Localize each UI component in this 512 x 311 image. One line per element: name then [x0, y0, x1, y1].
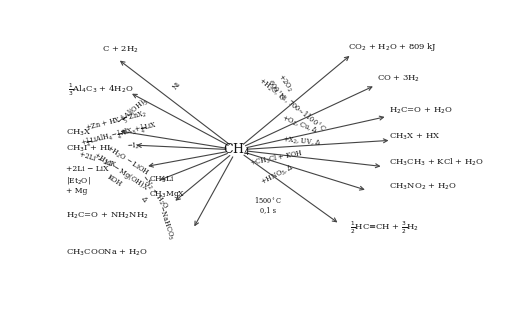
Text: CH$_3$MgX: CH$_3$MgX	[150, 189, 186, 200]
Text: $-\frac{4}{3}$Al(OH)$_3$: $-\frac{4}{3}$Al(OH)$_3$	[115, 95, 152, 130]
Text: $\frac{1}{2}$HC≡CH + $\frac{3}{2}$H$_2$: $\frac{1}{2}$HC≡CH + $\frac{3}{2}$H$_2$	[350, 220, 419, 236]
Text: C + 2H$_2$: C + 2H$_2$	[102, 44, 138, 54]
Text: +2O$_2$
600$^\circ$C: +2O$_2$ 600$^\circ$C	[265, 70, 296, 102]
Text: +2Li − LiX
|Et$_2$O|
+ Mg: +2Li − LiX |Et$_2$O| + Mg	[66, 165, 109, 195]
Text: +2Li − LiX: +2Li − LiX	[79, 151, 117, 169]
Text: 1500$^\circ$C
0,1 s: 1500$^\circ$C 0,1 s	[254, 195, 283, 215]
Text: CO + 3H$_2$: CO + 3H$_2$	[377, 74, 420, 85]
Text: +HNO$_3$, $\Delta$: +HNO$_3$, $\Delta$	[260, 162, 297, 188]
Text: +CH$_3$Cl + KOH: +CH$_3$Cl + KOH	[248, 147, 304, 169]
Text: CH$_3$NO$_2$ + H$_2$O: CH$_3$NO$_2$ + H$_2$O	[389, 182, 458, 192]
Text: +H$_2$O, Ni, 700∼1100$^\circ$C: +H$_2$O, Ni, 700∼1100$^\circ$C	[256, 76, 328, 136]
Text: $-$N$_2$ − H$_2$O
$\Delta$: $-$N$_2$ − H$_2$O $\Delta$	[129, 173, 169, 218]
Text: $-$NaHCO$_3$: $-$NaHCO$_3$	[155, 204, 176, 242]
Text: $-$I$_2$: $-$I$_2$	[127, 141, 140, 152]
Text: CH$_3$I + HI: CH$_3$I + HI	[66, 143, 112, 154]
Text: CH$_3$X + HX: CH$_3$X + HX	[389, 132, 441, 142]
Text: CH$_3$X: CH$_3$X	[66, 128, 92, 138]
Text: CO$_2$ + H$_2$O + 809 kJ: CO$_2$ + H$_2$O + 809 kJ	[348, 41, 437, 53]
Text: +X$_2$, UV, $\Delta$: +X$_2$, UV, $\Delta$	[282, 135, 322, 149]
Text: Ni: Ni	[172, 80, 183, 91]
Text: $\frac{1}{3}$Al$_4$C$_3$ + 4H$_2$O: $\frac{1}{3}$Al$_4$C$_3$ + 4H$_2$O	[68, 82, 134, 98]
Text: +O$_2$, Cu, $\Delta$: +O$_2$, Cu, $\Delta$	[281, 113, 320, 137]
Text: CH$_3$Li: CH$_3$Li	[150, 174, 175, 185]
Text: +H$_2$O − LiOH
+H$_2$O − Mg(OH)X
KOH: +H$_2$O − LiOH +H$_2$O − Mg(OH)X KOH	[86, 139, 157, 202]
Text: +Zn + HX − ZnX$_2$
+$\frac{1}{4}$LiAlH$_4$−$\frac{1}{4}$AlX$_3$+$\frac{1}{4}$LiX: +Zn + HX − ZnX$_2$ +$\frac{1}{4}$LiAlH$_…	[76, 107, 159, 152]
Text: CH$_3$CH$_3$ + KCl + H$_2$O: CH$_3$CH$_3$ + KCl + H$_2$O	[389, 156, 485, 168]
Text: CH$_4$: CH$_4$	[223, 142, 250, 158]
Text: H$_2$C=O + H$_2$O: H$_2$C=O + H$_2$O	[389, 105, 453, 116]
Text: H$_2$C=O + NH$_2$NH$_2$: H$_2$C=O + NH$_2$NH$_2$	[66, 211, 148, 221]
Text: CH$_3$COONa + H$_2$O: CH$_3$COONa + H$_2$O	[66, 248, 148, 258]
